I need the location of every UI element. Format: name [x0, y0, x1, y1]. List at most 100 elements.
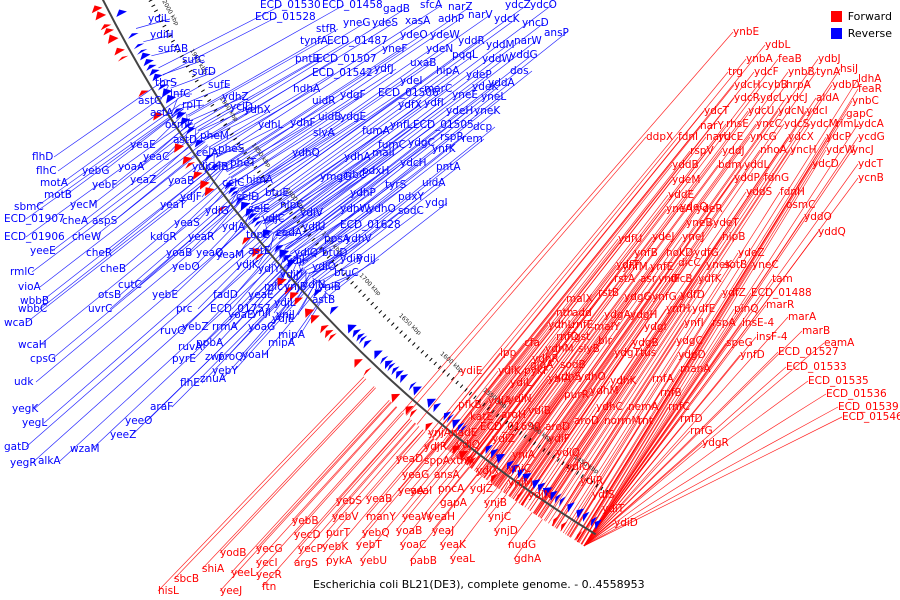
reverse-gene-label: ydeN	[426, 43, 453, 55]
reverse-gene-label: ydfX	[398, 99, 422, 111]
reverse-gene-label: cedA	[276, 227, 303, 239]
reverse-gene-label: yoaB	[168, 175, 194, 187]
reverse-gene-label: ydeI	[400, 75, 422, 87]
forward-gene-label: ydjX	[476, 465, 499, 477]
forward-gene-label: ydjR	[424, 441, 447, 453]
leader-line	[583, 442, 703, 547]
tick-mark	[500, 417, 504, 421]
tick-mark	[154, 9, 159, 13]
tick-mark	[311, 237, 316, 242]
forward-gene-label: yeaJ	[432, 525, 454, 537]
reverse-feature	[245, 208, 255, 217]
leader-line	[477, 97, 761, 474]
forward-gene-label: tam	[772, 273, 793, 285]
leader-line	[225, 6, 471, 172]
reverse-gene-label: yeeO	[125, 415, 152, 427]
reverse-gene-label: tyrS	[385, 179, 407, 191]
forward-gene-label: rnfA	[652, 373, 674, 385]
leader-line	[210, 88, 316, 150]
forward-gene-label: ynfI	[684, 317, 704, 329]
leader-line	[170, 71, 215, 89]
forward-gene-label: ftn	[262, 581, 276, 593]
forward-gene-label: gapA	[440, 497, 468, 509]
reverse-gene-label: udk	[14, 376, 34, 388]
leader-line	[485, 164, 719, 480]
leader-line	[242, 62, 433, 194]
tick-mark	[292, 215, 297, 220]
leader-line	[280, 94, 475, 242]
reverse-gene-label: pdxY	[398, 191, 425, 203]
forward-feature	[252, 248, 262, 258]
leader-line	[305, 252, 345, 271]
leader-line	[260, 104, 421, 218]
leader-line	[576, 322, 713, 543]
reverse-gene-label: proQ	[218, 351, 243, 363]
forward-gene-label: speG	[726, 337, 753, 349]
leader-line	[489, 296, 625, 483]
forward-gene-label: nudG	[508, 539, 536, 551]
leader-line	[226, 188, 240, 212]
forward-gene-label: ydfZ	[722, 287, 746, 299]
tick-mark	[156, 14, 161, 18]
leader-line	[203, 58, 339, 139]
leader-line	[289, 32, 567, 253]
leader-line	[308, 238, 368, 275]
forward-feature	[425, 422, 434, 432]
forward-gene-label: pncA	[438, 483, 465, 495]
reverse-gene-label: pheT	[230, 157, 257, 169]
reverse-feature	[554, 493, 562, 504]
leader-line	[293, 256, 309, 262]
leader-line	[503, 314, 631, 494]
leader-line	[263, 218, 285, 221]
reverse-gene-label: tynfA	[300, 35, 329, 47]
reverse-gene-label: ydiP	[340, 253, 362, 265]
reverse-gene-label: yddR	[458, 35, 485, 47]
forward-gene-label: ynbA	[746, 53, 774, 65]
forward-gene-label: rstA	[614, 273, 636, 285]
leader-line	[255, 406, 398, 564]
tick-mark	[256, 170, 261, 174]
leader-line	[509, 164, 745, 498]
leader-line	[548, 123, 811, 524]
reverse-gene-label: ydeO	[400, 29, 428, 41]
reverse-gene-label: wzaM	[70, 443, 100, 455]
forward-gene-label: pykF	[524, 365, 549, 377]
tick-mark	[482, 402, 486, 407]
forward-gene-label: rnt	[638, 415, 653, 427]
tick-mark	[188, 69, 193, 73]
leader-line	[173, 378, 367, 580]
reverse-feature	[433, 403, 442, 413]
reverse-feature	[408, 381, 417, 391]
forward-gene-label: rimL	[836, 118, 859, 130]
leader-line	[173, 213, 259, 296]
forward-gene-label: hrpA	[786, 79, 812, 91]
leader-line	[291, 82, 511, 255]
reverse-feature	[283, 254, 293, 263]
leader-line	[583, 393, 827, 547]
forward-gene-label: yeaK	[440, 539, 467, 551]
forward-gene-label: ECD_01546	[842, 411, 900, 423]
forward-gene-label: hisL	[158, 585, 179, 597]
forward-gene-label: pabB	[410, 555, 437, 567]
forward-gene-label: ydcD	[812, 158, 839, 170]
tick-mark	[246, 156, 251, 160]
leader-line	[39, 165, 223, 310]
reverse-gene-label: rmlC	[10, 266, 35, 278]
forward-gene-label: ynjA	[428, 427, 452, 439]
leader-line	[298, 136, 463, 264]
leader-line	[583, 316, 789, 547]
forward-gene-label: sppA	[424, 455, 451, 467]
forward-gene-label: blr	[598, 335, 613, 347]
tick-mark	[296, 220, 301, 224]
leader-line	[427, 432, 430, 435]
forward-gene-label: yddL	[744, 159, 770, 171]
reverse-gene-label: ydhP	[350, 187, 376, 199]
reverse-feature	[182, 123, 194, 130]
leader-line	[534, 136, 789, 515]
reverse-gene-label: celE	[248, 203, 270, 215]
reverse-feature	[491, 448, 499, 459]
reverse-gene-label: hipA	[436, 65, 460, 77]
reverse-gene-label: ECD_01505	[413, 119, 474, 131]
forward-gene-label: yneB	[686, 217, 713, 229]
